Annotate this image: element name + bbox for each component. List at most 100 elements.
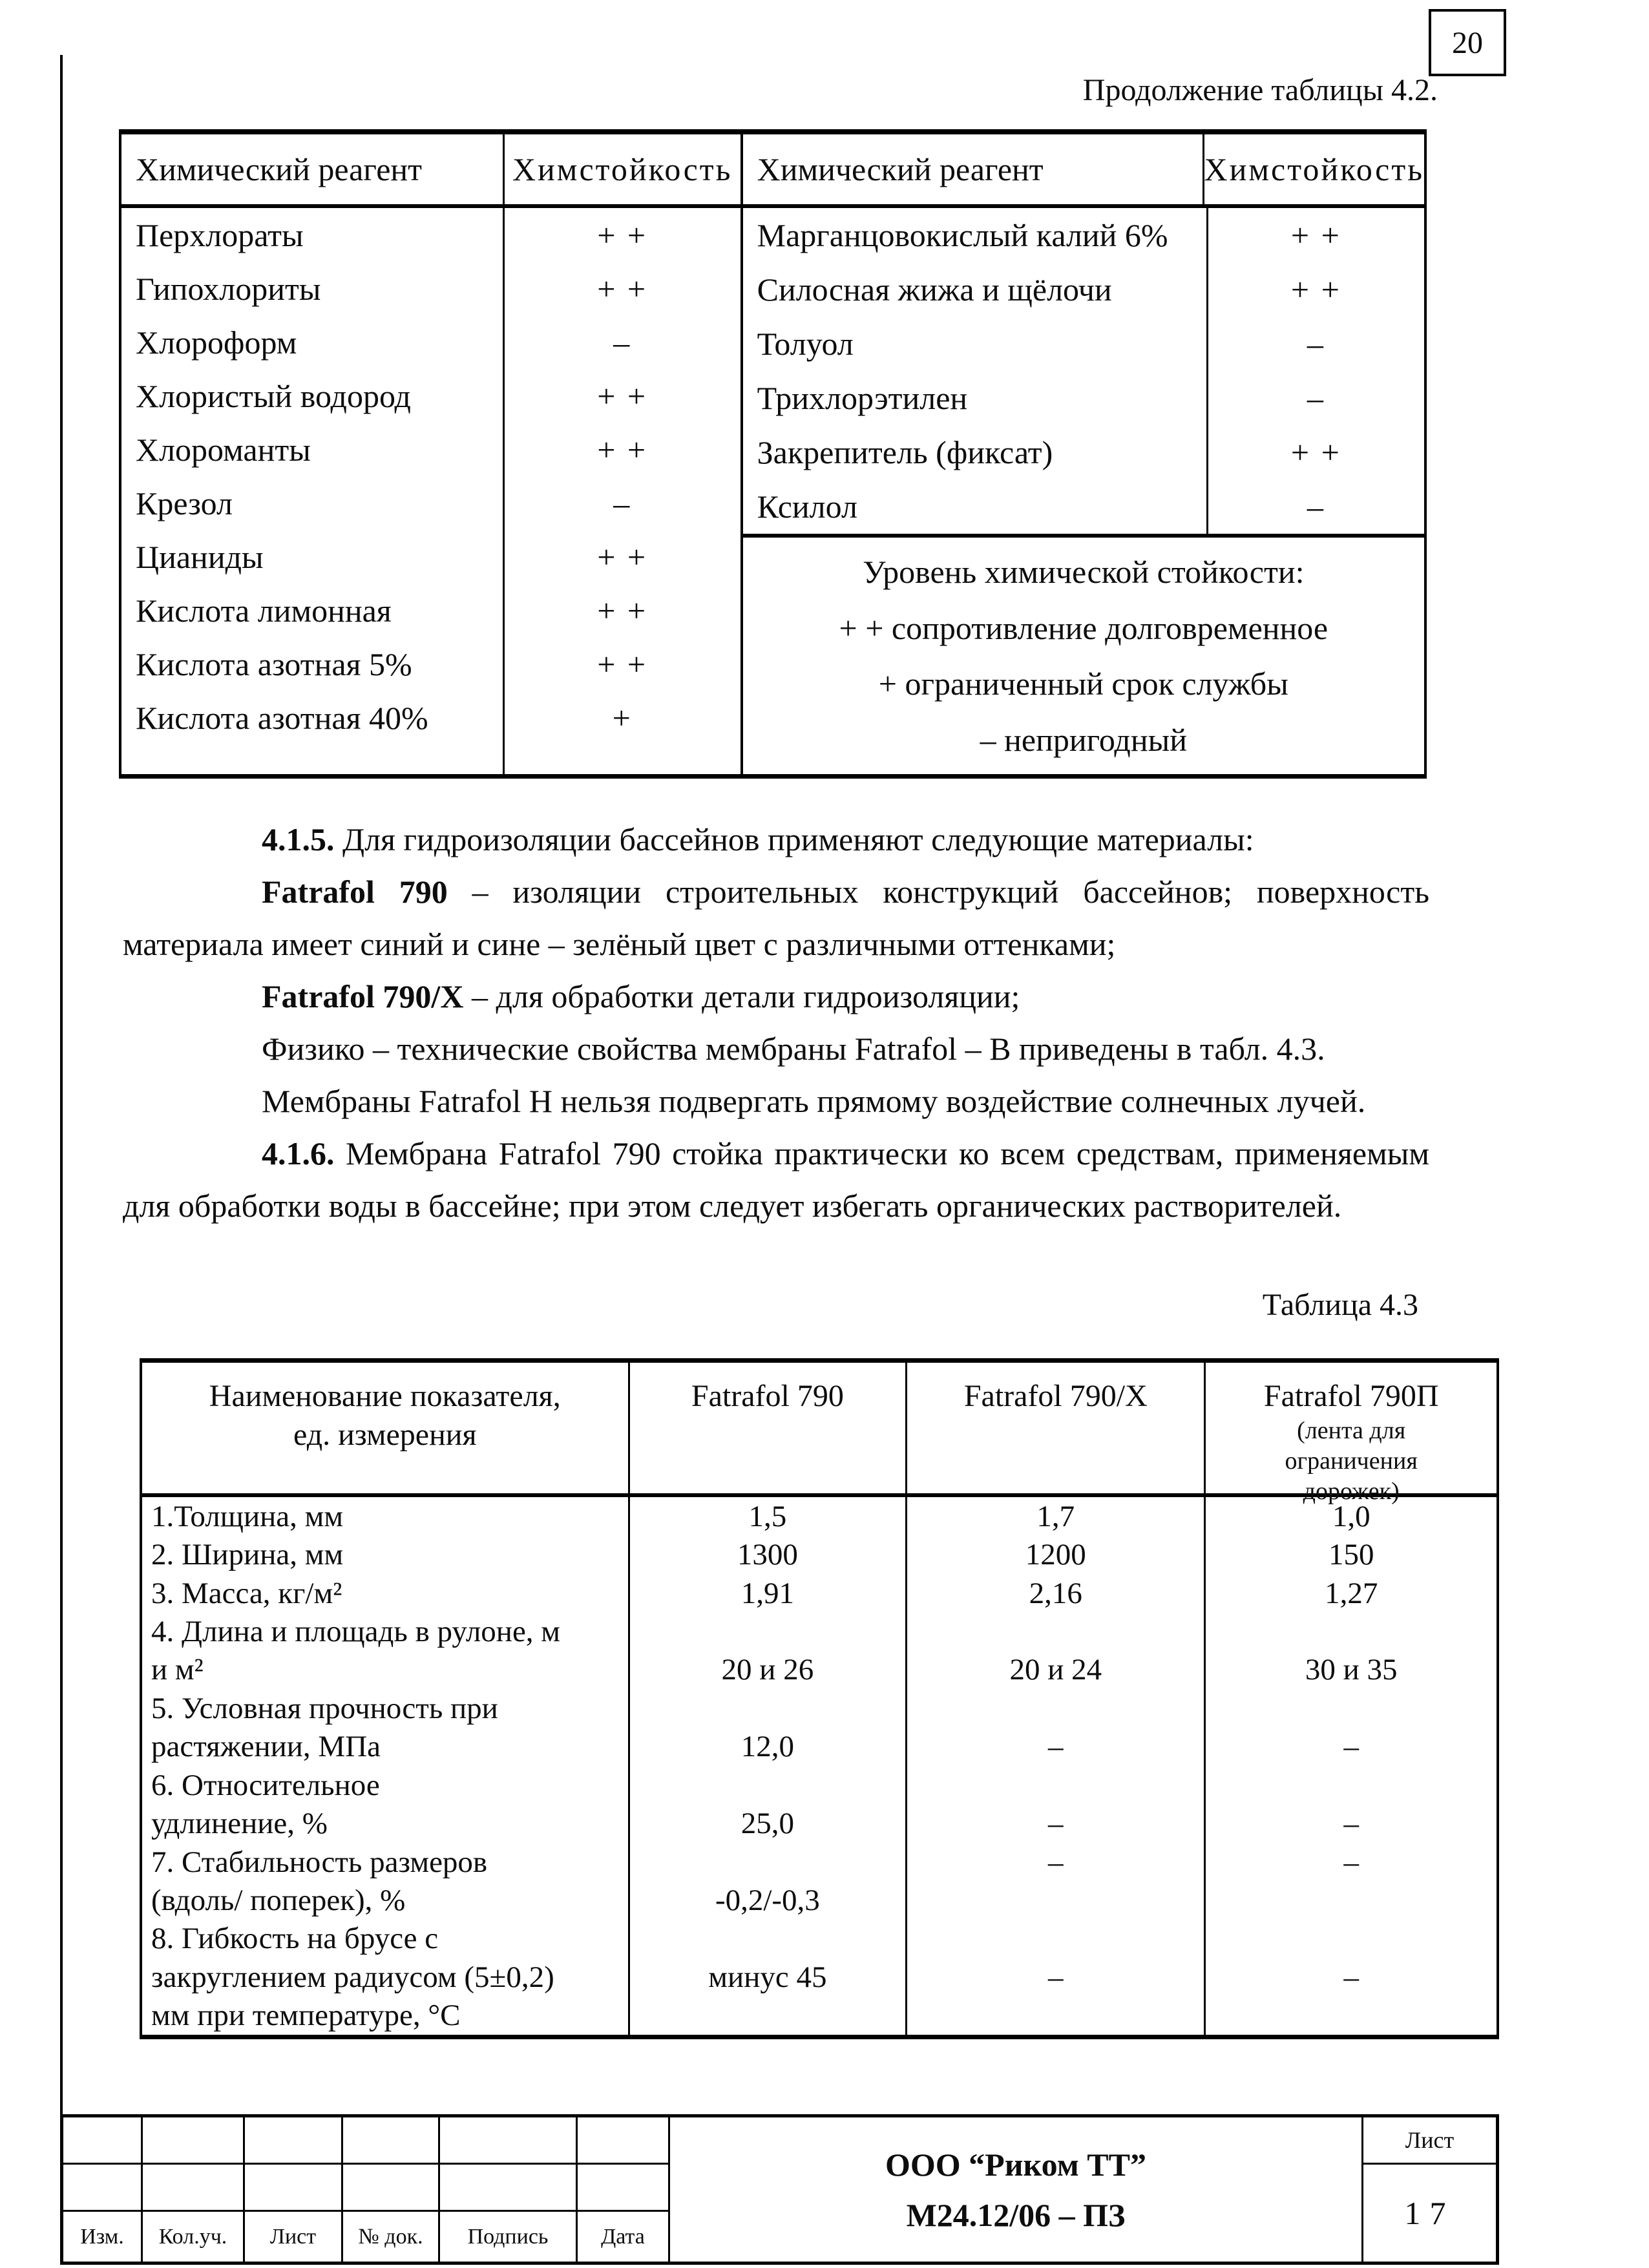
page-number: 20 (1452, 25, 1483, 60)
paragraph-4-1-5: 4.1.5. Для гидроизоляции бассейнов приме… (262, 821, 1254, 857)
value: – (1343, 1807, 1359, 1841)
reagent-name: Закрепитель (фиксат) (743, 425, 1208, 479)
value: – (907, 1958, 1206, 1997)
table-row: Хлористый водород + + (121, 369, 740, 423)
value (630, 1612, 908, 1651)
table-4-3-caption: Таблица 4.3 (1262, 1288, 1418, 1322)
property-name: закруглением радиусом (5±0,2) (142, 1958, 630, 1997)
resistance-value: + + (597, 538, 648, 575)
table-header-row: Химический реагент Химстойкость (742, 134, 1424, 208)
value: 20 и 24 (907, 1650, 1206, 1690)
value: 1,91 (630, 1573, 908, 1613)
resistance-value: + + (1290, 271, 1341, 308)
table-row: 1.Толщина, мм 1,5 1,7 1,0 (142, 1497, 1497, 1536)
column-header: Fatrafol 790/X (907, 1363, 1206, 1493)
reagent-name: Перхлораты (121, 208, 505, 262)
value: – (1343, 1730, 1359, 1764)
left-frame-line (60, 55, 63, 2265)
table-row: Перхлораты + + (121, 208, 740, 262)
organization-name: ООО “Риком ТТ” (885, 2146, 1146, 2183)
empty-cell (245, 2165, 341, 2212)
property-name: 5. Условная прочность при (142, 1689, 630, 1728)
value: 150 (1328, 1538, 1374, 1572)
value (907, 1919, 1206, 1958)
property-name: 8. Гибкость на брусе с (142, 1919, 630, 1958)
table-row: и м² 20 и 26 20 и 24 30 и 35 (142, 1650, 1497, 1690)
empty-cell (343, 2165, 438, 2212)
clause-number: 4.1.6. (262, 1135, 335, 1171)
title-block: Изм. Кол.уч. Лист № док. Подпись Дата ОО… (60, 2114, 1499, 2265)
resistance-value: – (613, 324, 632, 361)
value: – (907, 1804, 1206, 1843)
table-row: 5. Условная прочность при (142, 1689, 1497, 1728)
column-header: Fatrafol 790П (лента для ограничения дор… (1263, 1379, 1439, 1505)
table-4-2-caption: Продолжение таблицы 4.2. (1082, 73, 1438, 107)
empty-cell (143, 2165, 243, 2212)
empty-space (121, 744, 740, 774)
column-label: Дата (601, 2224, 645, 2249)
table-row: Марганцовокислый калий 6% + + (743, 208, 1424, 262)
body-text: 4.1.5. Для гидроизоляции бассейнов приме… (123, 814, 1429, 1232)
table-row: Кислота азотная 5% + + (121, 637, 740, 691)
table-row: мм при температуре, °С (142, 1996, 1497, 2035)
resistance-value: + + (1290, 434, 1341, 470)
empty-cell (245, 2117, 341, 2165)
paragraph-line: для обработки воды в бассейне; при этом … (123, 1188, 1342, 1224)
sheet-cell: Лист 17 (1363, 2117, 1496, 2262)
table-row: 2. Ширина, мм 1300 1200 150 (142, 1535, 1497, 1574)
value: – (1343, 1845, 1359, 1879)
resistance-value: – (1307, 380, 1325, 416)
table-4-2-left-half: Химический реагент Химстойкость Перхлора… (121, 134, 743, 774)
reagent-name: Гипохлориты (121, 262, 505, 315)
value (1206, 1689, 1497, 1727)
title-block-column: Изм. (63, 2117, 143, 2262)
clause-number: 4.1.5. (262, 821, 335, 857)
value: – (907, 1842, 1206, 1882)
organization-cell: ООО “Риком ТТ” М24.12/06 – ПЗ (670, 2117, 1363, 2262)
reagent-name: Хлористый водород (121, 369, 505, 423)
reagent-name: Толуол (743, 317, 1208, 371)
value: 1,27 (1325, 1576, 1378, 1610)
table-row: Ксилол – (743, 479, 1424, 534)
property-name: 3. Масса, кг/м² (142, 1573, 630, 1613)
empty-cell (63, 2117, 141, 2165)
title-block-column: Дата (578, 2117, 670, 2262)
value: 30 и 35 (1305, 1653, 1398, 1687)
value (1206, 1996, 1497, 2034)
value: – (907, 1727, 1206, 1766)
column-header: Химический реагент (121, 134, 505, 204)
value (907, 1765, 1206, 1805)
value (630, 1996, 908, 2035)
resistance-legend: Уровень химической стойкости: + + сопрот… (742, 534, 1424, 774)
resistance-value: + + (597, 270, 648, 307)
value: 25,0 (630, 1804, 908, 1843)
property-name: 1.Толщина, мм (142, 1497, 630, 1536)
resistance-value: + + (597, 592, 648, 629)
resistance-value: – (1307, 488, 1325, 525)
value (630, 1842, 908, 1882)
column-label: Кол.уч. (158, 2224, 227, 2249)
value: 1,5 (630, 1497, 908, 1536)
product-name: Fatrafol 790 (262, 874, 448, 910)
property-name: удлинение, % (142, 1804, 630, 1843)
value: минус 45 (630, 1958, 908, 1997)
reagent-name: Крезол (121, 476, 505, 530)
value (1206, 1766, 1497, 1804)
table-row: 6. Относительное (142, 1765, 1497, 1805)
reagent-name: Силосная жижа и щёлочи (743, 262, 1208, 317)
table-row: Хлороформ – (121, 315, 740, 369)
value (907, 1881, 1206, 1920)
empty-cell (578, 2117, 668, 2165)
column-header: Наименование показателя, ед. измерения (142, 1363, 630, 1493)
reagent-name: Кислота азотная 5% (121, 637, 505, 691)
resistance-value: + + (597, 431, 648, 468)
legend-line: – непригодный (980, 721, 1187, 758)
value: 1,0 (1332, 1499, 1371, 1533)
value (907, 1689, 1206, 1728)
value (1206, 1920, 1497, 1958)
empty-cell (143, 2117, 243, 2165)
table-row: Цианиды + + (121, 530, 740, 583)
empty-cell (343, 2117, 438, 2165)
value: 12,0 (630, 1727, 908, 1766)
